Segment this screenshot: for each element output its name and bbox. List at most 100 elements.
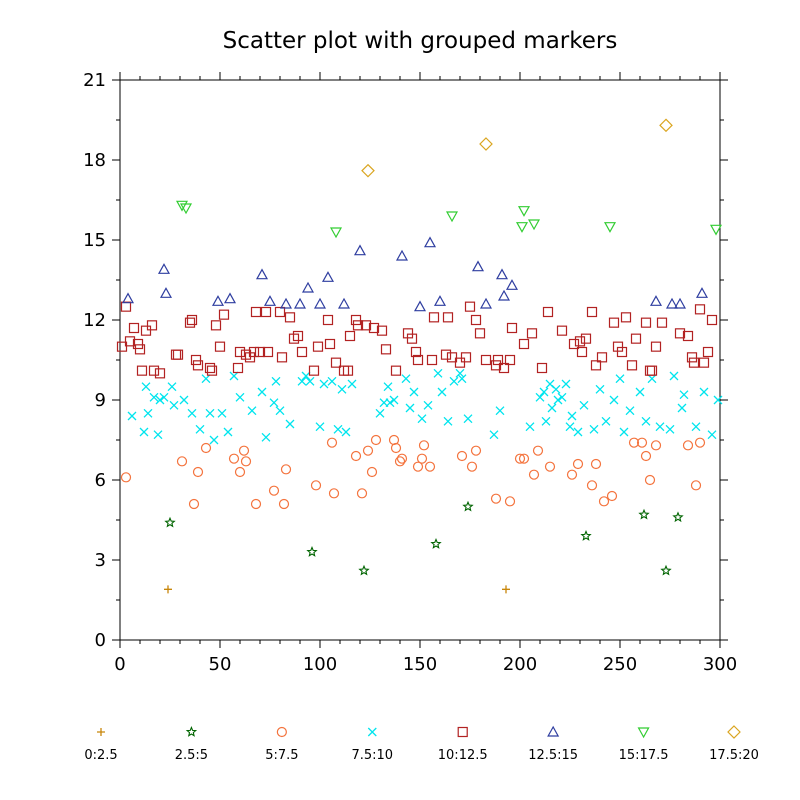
data-point [423,400,433,410]
y-tick-label: 21 [83,70,106,91]
data-point [350,314,362,326]
data-point [457,374,467,384]
data-point [333,424,343,434]
data-point [440,349,452,360]
data-point [586,306,598,318]
data-point [352,320,364,331]
data-point [248,346,260,358]
data-point [455,368,465,378]
data-point [250,306,262,318]
data-point [268,485,280,496]
data-point [380,344,392,355]
data-point [515,222,529,233]
data-point [647,374,657,384]
data-point [699,387,709,397]
data-point [149,392,159,402]
data-point [539,387,549,397]
data-point [247,406,257,416]
data-point [148,365,160,376]
data-point [449,376,459,386]
data-point [514,453,526,464]
data-point [279,297,293,309]
data-point [395,249,409,261]
data-point [164,516,176,528]
data-point [656,317,668,328]
data-point [498,362,510,374]
legend-label: 7.5:10 [351,748,393,763]
data-point [229,371,239,381]
data-point [695,287,709,298]
data-point [413,300,427,312]
data-point [490,360,502,371]
data-point [443,416,453,426]
data-point [276,726,287,738]
data-point [260,306,272,318]
data-point [255,268,269,280]
data-point [561,379,571,389]
data-point [416,453,428,464]
data-point [544,461,556,472]
data-point [375,408,385,418]
data-point [535,392,545,402]
data-point [603,222,617,233]
data-point [650,341,662,352]
data-point [347,379,357,389]
data-point [361,163,375,178]
data-point [464,301,476,312]
data-point [179,395,189,405]
data-point [506,322,518,334]
data-point [505,279,519,290]
data-point [234,346,246,358]
data-point [445,211,459,223]
data-point [437,387,447,397]
data-point [567,411,577,421]
data-point [319,379,329,389]
data-point [463,414,473,424]
data-point [682,330,694,342]
data-point [285,419,295,429]
data-point [146,320,158,331]
data-point [590,360,602,371]
data-point [223,427,233,437]
data-point [442,312,454,323]
plot-frame [119,79,721,641]
data-point [275,406,285,416]
data-point [565,422,575,432]
data-point [206,365,218,376]
legend-label: 12.5:15 [528,748,578,763]
data-point [405,403,415,413]
data-point [480,354,492,366]
data-point [457,726,468,738]
data-point [274,306,286,318]
data-point [479,297,493,309]
data-point [296,346,308,358]
data-point [394,456,406,467]
data-point [456,450,468,462]
data-point [396,453,408,464]
data-point [630,333,642,344]
data-point [329,227,343,239]
data-point [234,466,246,478]
y-tick-label: 18 [83,150,106,171]
data-point [430,538,442,549]
data-point [566,469,578,480]
data-point [310,480,322,491]
data-point [504,354,516,366]
data-point [595,384,605,394]
data-point [184,317,196,328]
data-point [254,346,266,358]
legend-label: 15:17.5 [619,748,669,763]
data-point [390,442,402,454]
legend-label: 0:2.5 [84,748,117,763]
data-point [257,387,267,397]
data-point [322,314,334,326]
data-point [164,585,172,594]
data-point [527,219,541,231]
data-point [170,349,182,360]
data-point [669,371,679,381]
data-point [344,330,356,342]
data-point [615,374,625,384]
data-point [330,357,342,368]
data-point [466,461,478,472]
